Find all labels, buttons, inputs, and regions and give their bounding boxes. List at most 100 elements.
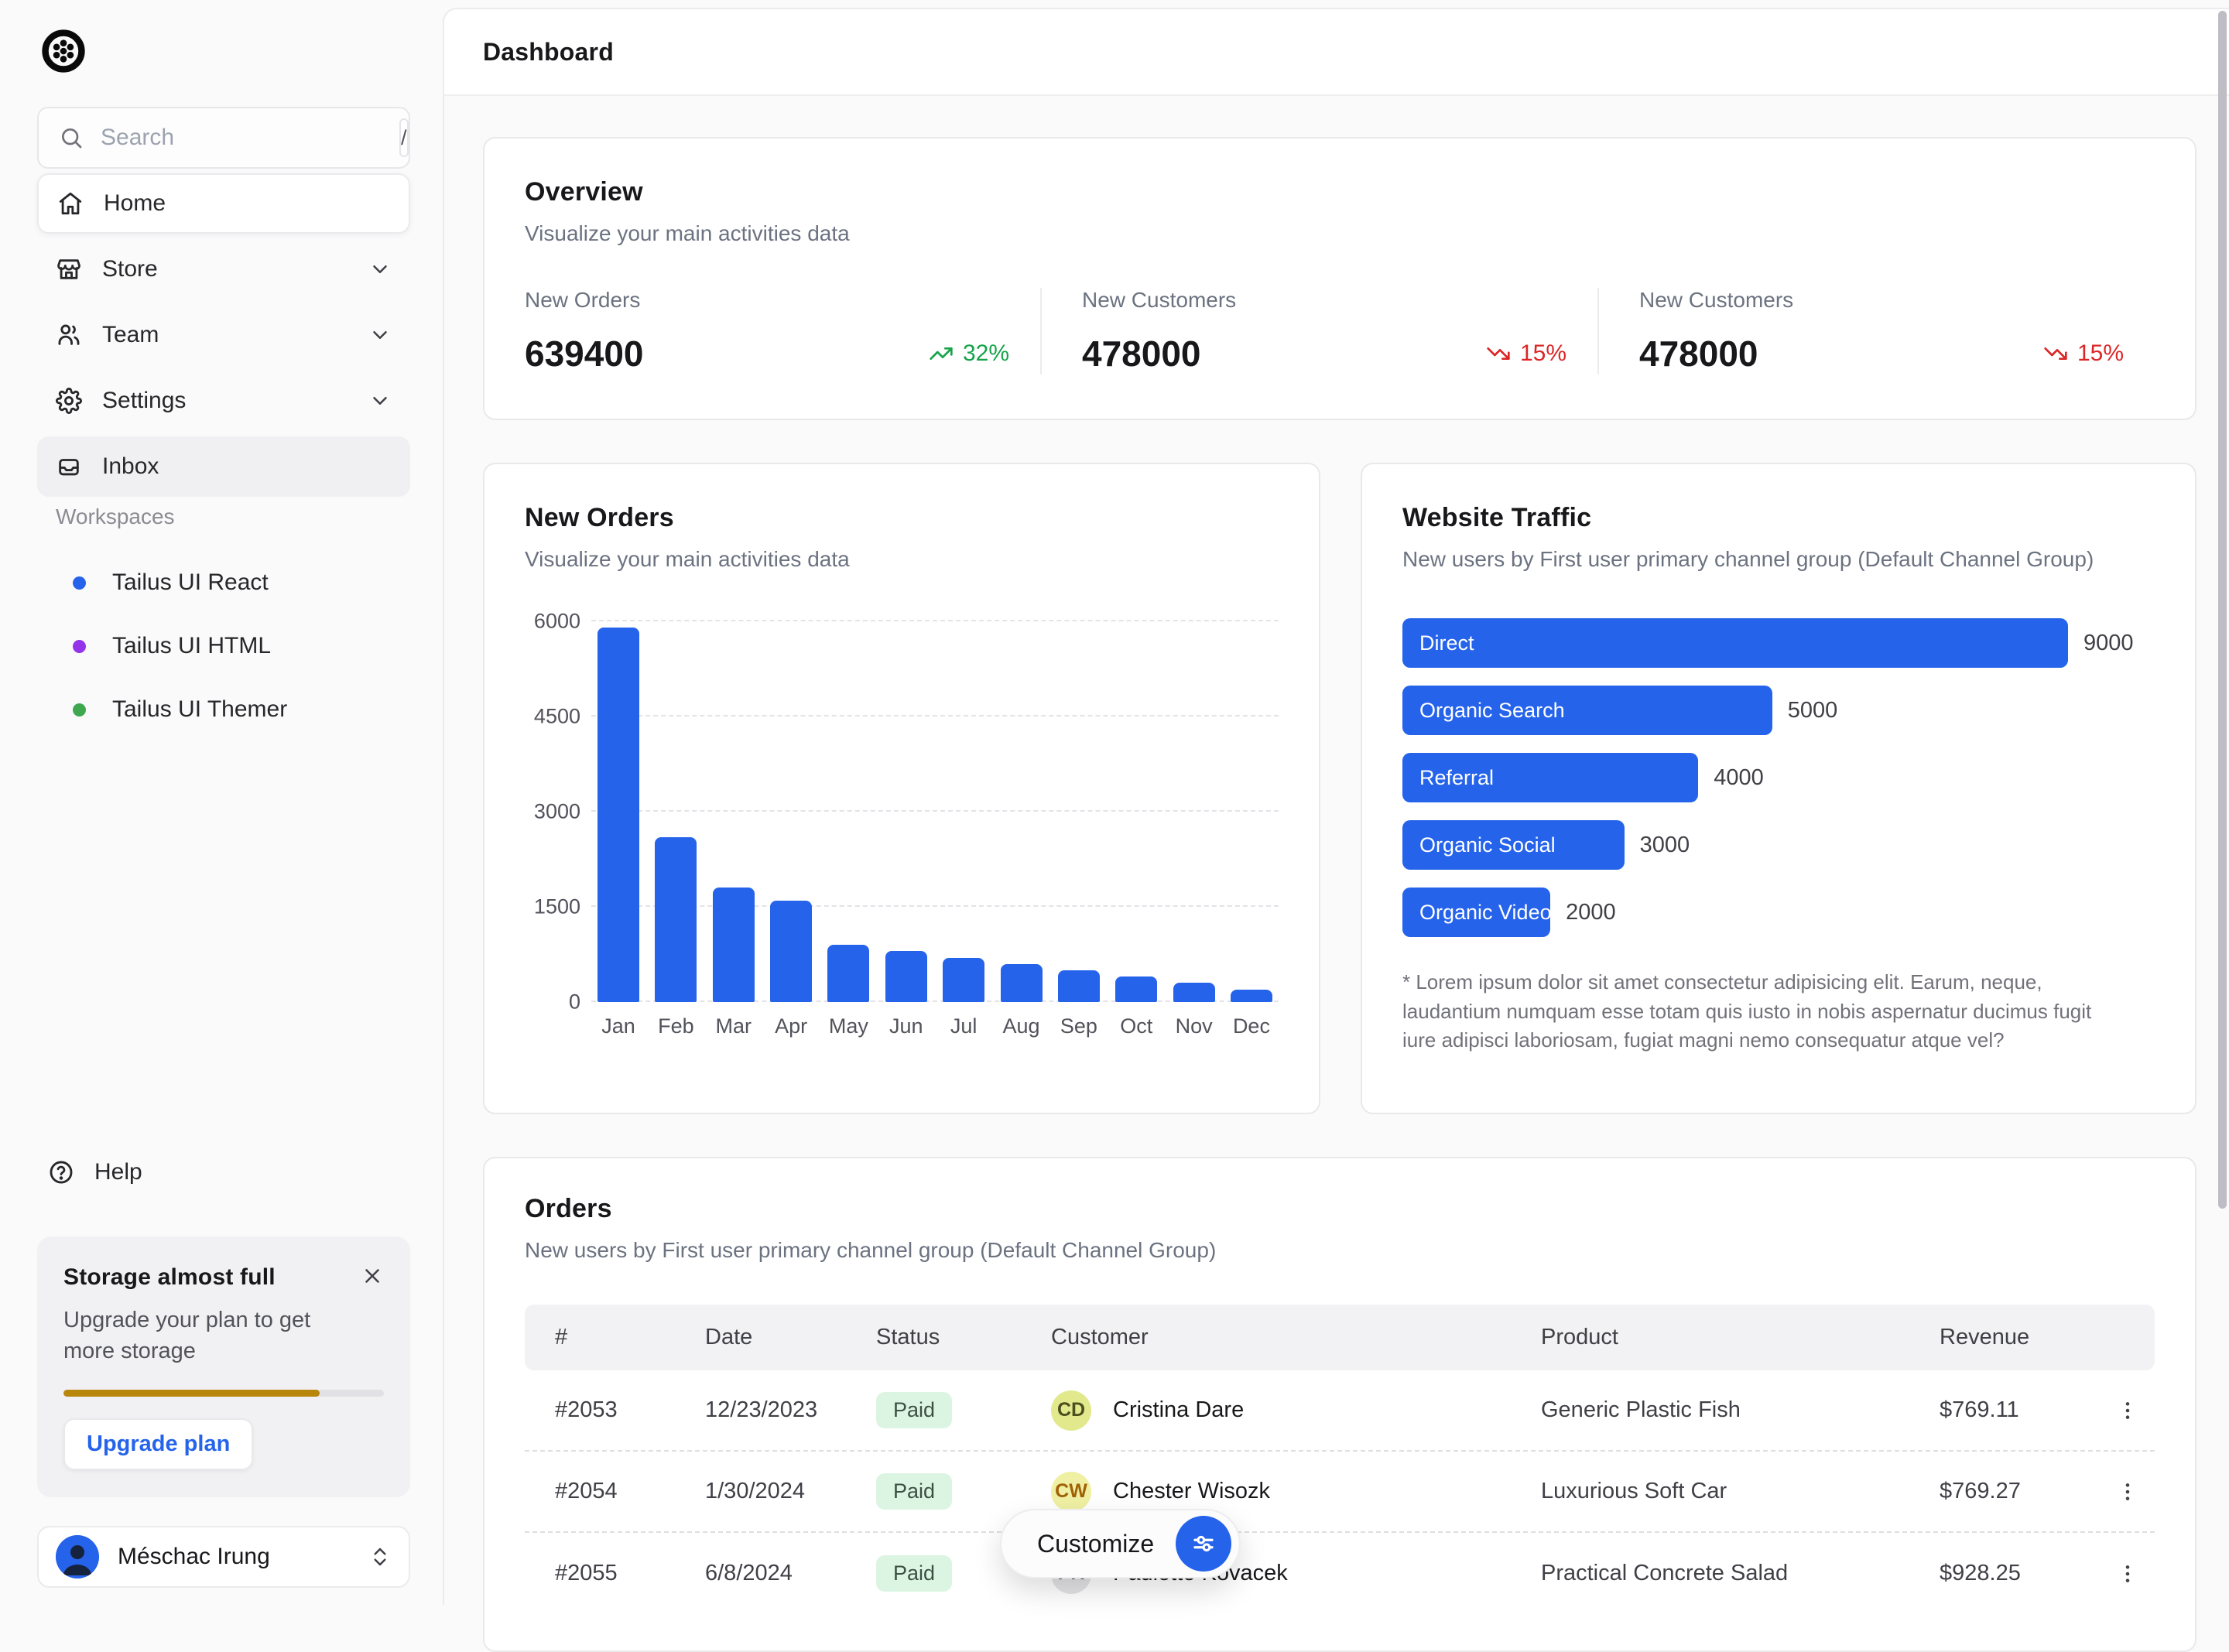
stat-new-customers-2: New Customers 478000 15% bbox=[1597, 288, 2155, 375]
traffic-bar-label: Referral bbox=[1402, 766, 1494, 790]
column-header-product: Product bbox=[1541, 1325, 1940, 1350]
page-title: Dashboard bbox=[483, 38, 614, 67]
new-orders-chart-card: New Orders Visualize your main activitie… bbox=[483, 463, 1320, 1114]
upgrade-plan-button[interactable]: Upgrade plan bbox=[63, 1418, 253, 1470]
horizontal-bar-chart: Direct9000Organic Search5000Referral4000… bbox=[1402, 618, 2155, 937]
order-date-cell: 6/8/2024 bbox=[705, 1561, 876, 1586]
column-header-customer: Customer bbox=[1051, 1325, 1541, 1350]
new-orders-title: New Orders bbox=[525, 503, 1279, 533]
sidebar-item-label: Team bbox=[102, 322, 159, 348]
row-menu-button[interactable] bbox=[2109, 1392, 2155, 1429]
orders-title: Orders bbox=[525, 1194, 2155, 1224]
app-logo-icon[interactable] bbox=[40, 28, 87, 74]
stat-value: 478000 bbox=[1639, 333, 1758, 375]
website-traffic-card: Website Traffic New users by First user … bbox=[1361, 463, 2196, 1114]
scrollbar-thumb[interactable] bbox=[2218, 11, 2227, 1209]
bar-sep[interactable] bbox=[1058, 970, 1100, 1002]
sidebar-item-settings[interactable]: Settings bbox=[37, 371, 410, 431]
workspace-item[interactable]: Tailus UI HTML bbox=[37, 614, 410, 678]
bar-feb[interactable] bbox=[655, 837, 697, 1002]
bar-dec[interactable] bbox=[1231, 990, 1272, 1002]
workspace-dot-icon bbox=[73, 703, 86, 717]
bar-mar[interactable] bbox=[713, 888, 755, 1002]
row-menu-button[interactable] bbox=[2109, 1473, 2155, 1510]
sidebar-item-label: Settings bbox=[102, 388, 186, 414]
bar-may[interactable] bbox=[827, 945, 869, 1002]
x-tick-label: Mar bbox=[713, 1014, 755, 1038]
overview-stats: New Orders 639400 32% New Customers 4780… bbox=[525, 288, 2155, 375]
bar-jan[interactable] bbox=[597, 628, 639, 1002]
bar-apr[interactable] bbox=[770, 901, 812, 1002]
y-tick-label: 0 bbox=[569, 990, 580, 1014]
workspace-name: Tailus UI Themer bbox=[112, 696, 287, 723]
help-icon bbox=[48, 1159, 74, 1185]
traffic-bar-organic-search[interactable]: Organic Search bbox=[1402, 686, 1772, 735]
bar-nov[interactable] bbox=[1173, 983, 1215, 1002]
x-tick-label: Apr bbox=[770, 1014, 812, 1038]
traffic-bar-label: Organic Video bbox=[1402, 901, 1552, 925]
bar-jul[interactable] bbox=[943, 958, 984, 1002]
user-menu[interactable]: Méschac Irung bbox=[37, 1526, 410, 1588]
sidebar-item-team[interactable]: Team bbox=[37, 305, 410, 365]
traffic-bar-referral[interactable]: Referral bbox=[1402, 753, 1698, 802]
chevrons-up-down-icon bbox=[368, 1545, 392, 1568]
sidebar-item-label: Inbox bbox=[102, 453, 159, 480]
stat-label: New Customers bbox=[1082, 288, 1566, 313]
table-row: #20541/30/2024PaidCWChester WisozkLuxuri… bbox=[525, 1452, 2155, 1533]
traffic-bar-direct[interactable]: Direct bbox=[1402, 618, 2068, 668]
sidebar-item-home[interactable]: Home bbox=[37, 173, 410, 234]
website-traffic-subtitle: New users by First user primary channel … bbox=[1402, 547, 2155, 572]
bar-aug[interactable] bbox=[1001, 964, 1043, 1002]
stat-label: New Customers bbox=[1639, 288, 2124, 313]
order-date-cell: 1/30/2024 bbox=[705, 1479, 876, 1504]
storage-alert-card: Storage almost full Upgrade your plan to… bbox=[37, 1236, 410, 1497]
sidebar-item-label: Home bbox=[104, 190, 166, 217]
stat-label: New Orders bbox=[525, 288, 1009, 313]
trending-up-icon bbox=[929, 341, 954, 366]
search-input[interactable] bbox=[101, 125, 399, 151]
x-tick-label: Oct bbox=[1115, 1014, 1157, 1038]
traffic-bar-organic-social[interactable]: Organic Social bbox=[1402, 820, 1625, 870]
user-name: Méschac Irung bbox=[118, 1544, 270, 1570]
trending-down-icon bbox=[1486, 341, 1511, 366]
orders-card: Orders New users by First user primary c… bbox=[483, 1157, 2196, 1652]
status-badge: Paid bbox=[876, 1473, 952, 1510]
row-menu-button[interactable] bbox=[2109, 1555, 2155, 1592]
traffic-bar-organic-video[interactable]: Organic Video bbox=[1402, 888, 1550, 937]
bar-jun[interactable] bbox=[885, 951, 927, 1002]
overview-title: Overview bbox=[525, 177, 2155, 207]
workspace-dot-icon bbox=[73, 640, 86, 653]
sidebar-item-help[interactable]: Help bbox=[48, 1159, 142, 1185]
customer-cell: CDCristina Dare bbox=[1051, 1390, 1541, 1431]
sliders-icon bbox=[1176, 1516, 1231, 1572]
column-header-status: Status bbox=[876, 1325, 1051, 1350]
workspaces-heading: Workspaces bbox=[56, 504, 175, 529]
search-box[interactable]: / bbox=[37, 107, 410, 169]
close-icon[interactable] bbox=[361, 1264, 384, 1288]
workspace-dot-icon bbox=[73, 576, 86, 590]
workspace-item[interactable]: Tailus UI React bbox=[37, 551, 410, 614]
workspace-item[interactable]: Tailus UI Themer bbox=[37, 678, 410, 741]
stat-delta-value: 32% bbox=[963, 340, 1009, 367]
inbox-icon bbox=[56, 453, 82, 480]
storage-progress-bar bbox=[63, 1390, 384, 1397]
trending-down-icon bbox=[2043, 341, 2068, 366]
stat-delta-badge: 15% bbox=[2043, 340, 2124, 367]
bar-oct[interactable] bbox=[1115, 976, 1157, 1002]
revenue-cell: $928.25 bbox=[1940, 1561, 2109, 1586]
sidebar-item-inbox[interactable]: Inbox bbox=[37, 436, 410, 497]
traffic-row: Referral4000 bbox=[1402, 753, 2155, 802]
y-tick-label: 1500 bbox=[534, 895, 580, 919]
stat-new-orders: New Orders 639400 32% bbox=[525, 288, 1040, 375]
sidebar-item-store[interactable]: Store bbox=[37, 239, 410, 299]
status-badge: Paid bbox=[876, 1392, 952, 1428]
avatar: CW bbox=[1051, 1472, 1091, 1512]
traffic-row: Organic Video2000 bbox=[1402, 888, 2155, 937]
search-icon bbox=[59, 125, 84, 150]
stat-value: 639400 bbox=[525, 333, 644, 375]
customize-button[interactable]: Customize bbox=[1000, 1509, 1241, 1578]
help-label: Help bbox=[94, 1159, 142, 1185]
customize-label: Customize bbox=[1037, 1530, 1154, 1558]
overview-subtitle: Visualize your main activities data bbox=[525, 221, 2155, 246]
stat-value: 478000 bbox=[1082, 333, 1201, 375]
